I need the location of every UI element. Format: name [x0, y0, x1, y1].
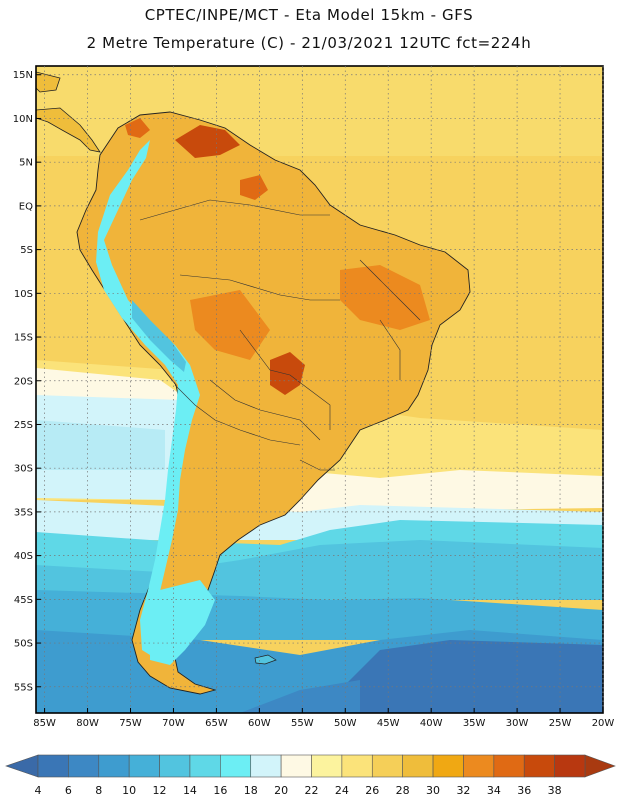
colorbar-swatch	[523, 754, 555, 778]
lat-label: 5S	[20, 245, 33, 256]
colorbar-tick-label: 8	[95, 784, 102, 797]
central-america	[36, 107, 101, 153]
hotspot-colombia	[125, 118, 150, 138]
lon-label: 25W	[549, 718, 572, 729]
warm-area-northeast	[340, 265, 430, 330]
lon-label: 30W	[506, 718, 529, 729]
longitude-labels: 85W 80W 75W 70W 65W 60W 55W 50W 45W 40W 35W 30W 25W 2…	[33, 718, 614, 729]
lon-label: 50W	[334, 718, 357, 729]
colorbar-tick-label: 26	[365, 784, 379, 797]
colorbar-swatch	[432, 754, 464, 778]
falkland-islands	[254, 654, 277, 665]
andes-cold-strip	[96, 140, 200, 655]
lon-label: 65W	[205, 718, 228, 729]
colorbar-tick-label: 20	[274, 784, 288, 797]
south-america-land	[76, 111, 471, 695]
lat-label: 30S	[14, 464, 33, 475]
colorbar-low-arrow	[5, 754, 39, 778]
lat-label: 35S	[14, 507, 33, 518]
colorbar-high-arrow	[584, 754, 616, 778]
lon-label: 60W	[248, 718, 271, 729]
colorbar-swatch	[463, 754, 495, 778]
chart-title-line-1: CPTEC/INPE/MCT - Eta Model 15km - GFS	[144, 6, 474, 24]
lat-label: 15S	[14, 333, 33, 344]
colorbar-tick-label: 34	[487, 784, 501, 797]
colorbar-swatch	[280, 754, 312, 778]
colorbar-swatch	[311, 754, 343, 778]
lon-label: 85W	[33, 718, 56, 729]
lon-label: 75W	[119, 718, 142, 729]
lon-label: 35W	[463, 718, 486, 729]
colorbar-swatch	[554, 754, 586, 778]
chart-title-line-2: 2 Metre Temperature (C) - 21/03/2021 12U…	[86, 34, 532, 52]
hotspot-guiana	[240, 175, 268, 200]
colorbar-swatch	[371, 754, 403, 778]
colorbar-swatch	[159, 754, 191, 778]
graticule	[36, 66, 604, 713]
lon-label: 80W	[76, 718, 99, 729]
colorbar-swatch	[128, 754, 160, 778]
ocean-band-6	[240, 680, 360, 713]
colorbar-tick-label: 4	[35, 784, 42, 797]
lon-label: 70W	[162, 718, 185, 729]
ocean-band-4	[330, 640, 603, 713]
country-borders	[139, 199, 421, 471]
map-frame	[35, 65, 604, 714]
colorbar-tick-label: 30	[426, 784, 440, 797]
lat-label: EQ	[19, 201, 33, 212]
colorbar-swatch	[341, 754, 373, 778]
colorbar-tick-label: 36	[517, 784, 531, 797]
lat-label: 5N	[19, 158, 33, 169]
colorbar-swatch	[250, 754, 282, 778]
lat-label: 40S	[14, 551, 33, 562]
lon-label: 45W	[377, 718, 400, 729]
colorbar-tick-label: 28	[396, 784, 410, 797]
hotspot-pantanal	[270, 352, 305, 395]
lat-label: 55S	[14, 682, 33, 693]
colorbar-tick-label: 18	[244, 784, 258, 797]
lon-label: 40W	[420, 718, 443, 729]
lon-label: 20W	[592, 718, 615, 729]
map-field	[36, 66, 603, 713]
lat-label: 50S	[14, 639, 33, 650]
colorbar-swatch	[189, 754, 221, 778]
colorbar-tick-label: 10	[122, 784, 136, 797]
colorbar-tick-label: 14	[183, 784, 197, 797]
warm-area-bolivia	[190, 290, 270, 360]
andes-colder-core	[132, 300, 186, 372]
lon-label: 55W	[291, 718, 314, 729]
lat-label: 10N	[13, 114, 33, 125]
lat-label: 20S	[14, 376, 33, 387]
colorbar: 4 6 8 10 12 14 16 18 20 22 24 26 28 30 32 34 36 38	[5, 754, 616, 797]
colorbar-tick-label: 6	[65, 784, 72, 797]
caribbean-island	[36, 71, 61, 93]
colorbar-tick-label: 16	[213, 784, 227, 797]
latitude-labels: 15N 10N 5N EQ 5S 10S 15S 20S 25S 30S 35S 40S 45S 50S 5…	[13, 70, 33, 693]
hotspot-venezuela	[175, 125, 240, 158]
colorbar-swatch	[37, 754, 69, 778]
lat-label: 45S	[14, 595, 33, 606]
colorbar-tick-label: 38	[548, 784, 562, 797]
ocean-band-22-east	[290, 470, 603, 512]
colorbar-tick-label: 24	[335, 784, 349, 797]
colorbar-tick-label: 32	[456, 784, 470, 797]
patagonia-cold	[150, 580, 215, 665]
lat-label: 15N	[13, 70, 33, 81]
lat-label: 25S	[14, 420, 33, 431]
ocean-band-19-west	[36, 420, 165, 470]
colorbar-tick-label: 22	[305, 784, 319, 797]
colorbar-swatch	[98, 754, 130, 778]
colorbar-tick-label: 12	[153, 784, 167, 797]
lat-label: 10S	[14, 289, 33, 300]
colorbar-swatch	[402, 754, 434, 778]
colorbar-swatch	[68, 754, 100, 778]
colorbar-swatch	[493, 754, 525, 778]
colorbar-swatch	[220, 754, 252, 778]
